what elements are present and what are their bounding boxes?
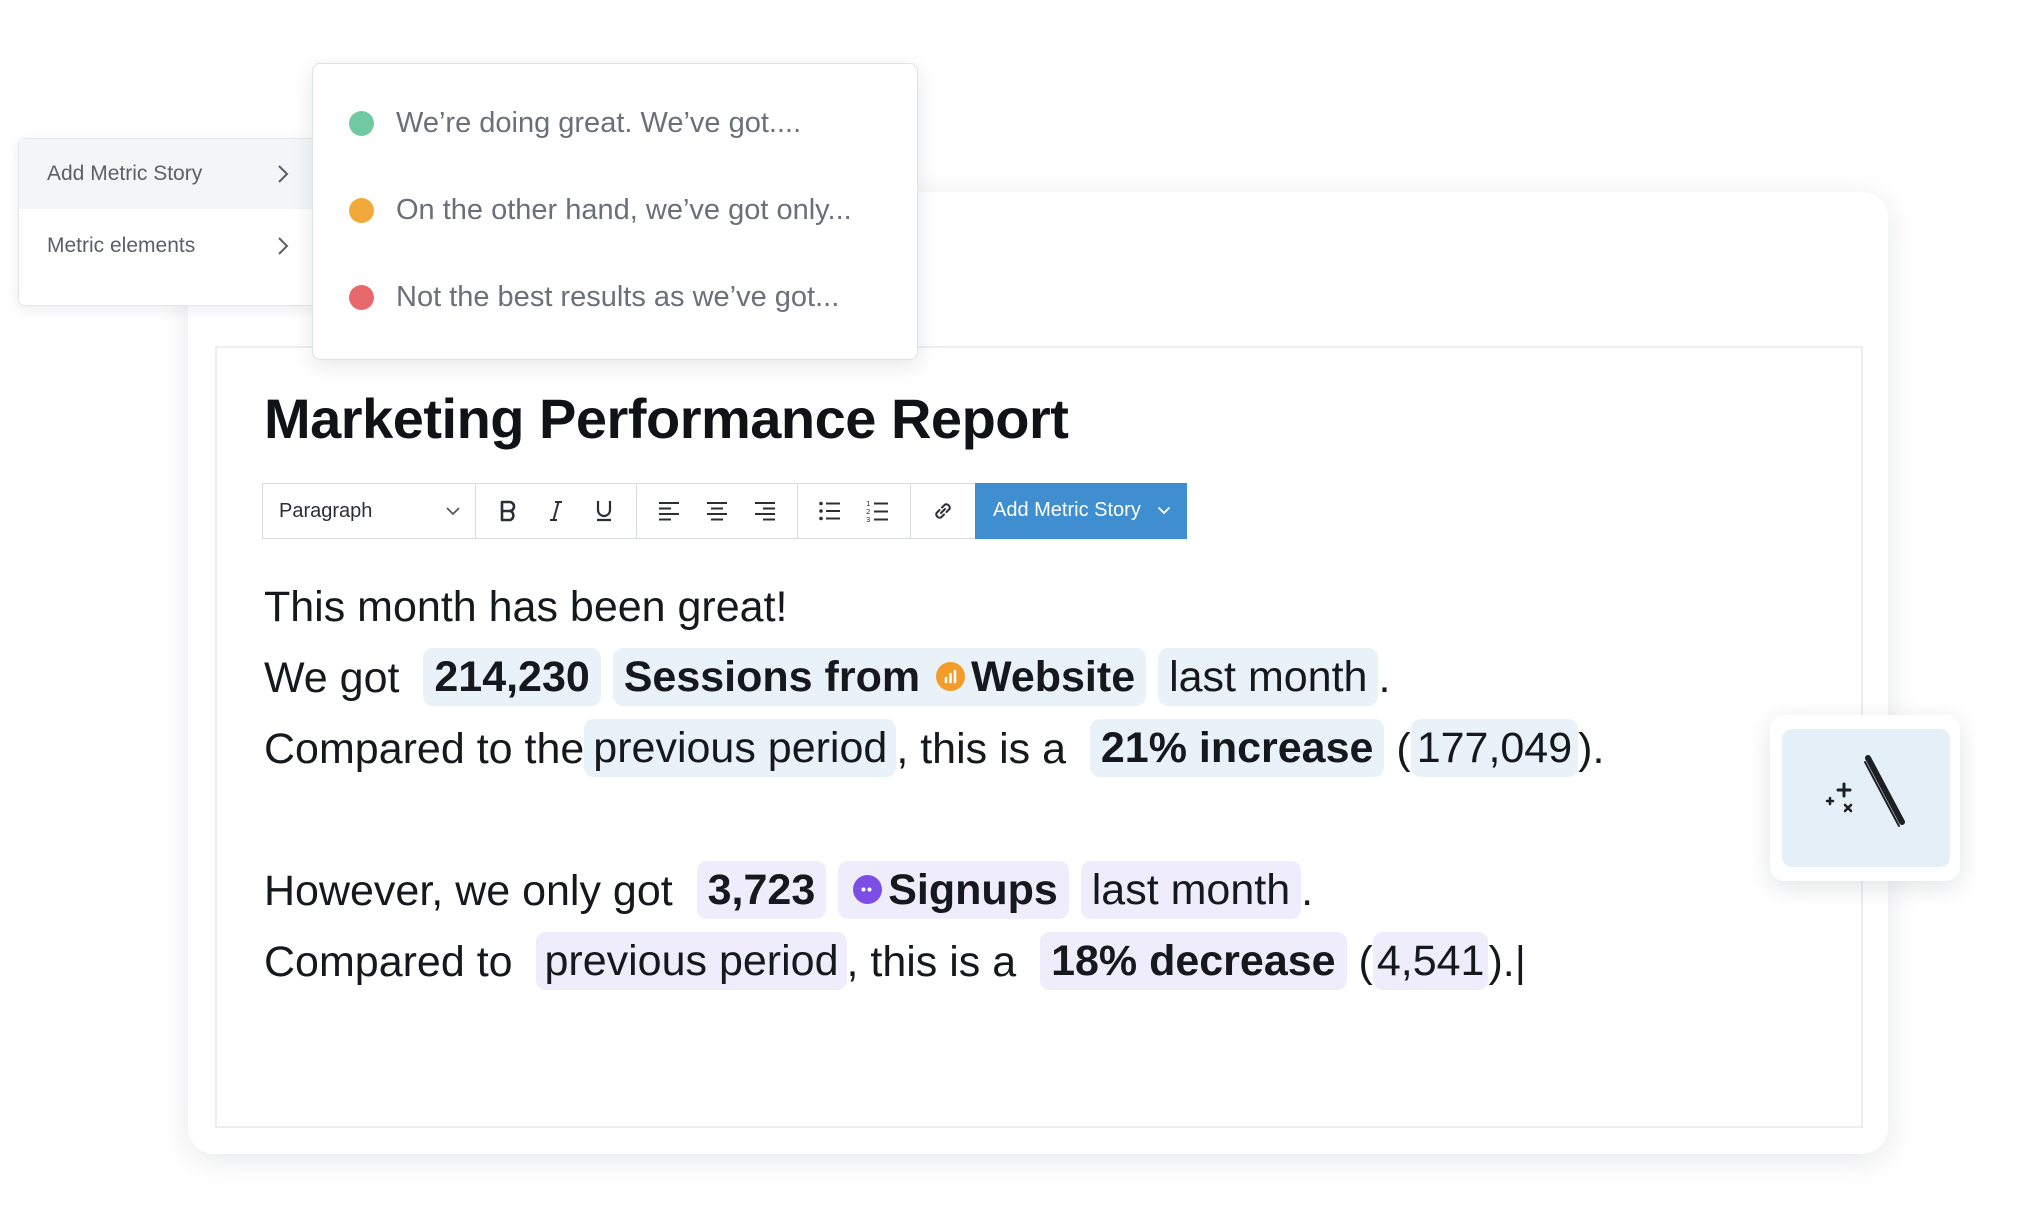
comparison-period-chip[interactable]: previous period (536, 931, 847, 990)
paragraph-text: ( (1396, 725, 1411, 773)
text-line: Compared to the previous period, this is … (264, 714, 1764, 785)
add-metric-story-button[interactable]: Add Metric Story (975, 482, 1187, 539)
paragraph-text: This month has been great! (264, 583, 788, 631)
menu-item-label: Metric elements (47, 234, 196, 257)
story-option-label: On the other hand, we’ve got only... (396, 194, 852, 226)
italic-button[interactable] (532, 485, 580, 537)
numbered-list-icon: 123 (866, 500, 888, 523)
bullet-list-icon (819, 501, 840, 521)
signups-source-icon (853, 874, 883, 904)
paragraph-text: However, we only got (264, 867, 673, 915)
paragraph-text: , this is a (846, 938, 1017, 986)
story-options-dropdown: We’re doing great. We’ve got.... On the … (312, 63, 918, 360)
paragraph-text: ). (1488, 938, 1515, 986)
underline-icon (596, 501, 612, 522)
context-menu: Add Metric Story Metric elements (18, 138, 320, 306)
underline-button[interactable] (580, 485, 628, 537)
metric-value-chip[interactable]: 214,230 (423, 647, 601, 706)
align-left-button[interactable] (645, 485, 693, 537)
paragraph-text: Compared to the (264, 725, 585, 773)
alignment-group (637, 484, 798, 538)
bold-button[interactable] (484, 485, 532, 537)
story-option-neutral[interactable]: On the other hand, we’ve got only... (349, 194, 852, 227)
story-option-negative[interactable]: Not the best results as we’ve got... (349, 281, 839, 314)
status-dot-red-icon (349, 285, 374, 310)
add-metric-story-label: Add Metric Story (993, 499, 1141, 521)
comparison-period-chip[interactable]: previous period (584, 718, 897, 777)
paragraph-text: . (1378, 654, 1391, 702)
menu-item-metric-elements[interactable]: Metric elements (19, 211, 319, 281)
italic-icon (550, 501, 562, 521)
align-right-button[interactable] (741, 485, 789, 537)
align-left-icon (659, 502, 679, 521)
text-format-group (476, 484, 637, 538)
paragraph-text: ( (1358, 938, 1373, 986)
chevron-right-icon (278, 237, 289, 255)
text-line: We got 214,230 Sessions from Website las… (264, 643, 1764, 714)
paragraph-text: Compared to (264, 938, 513, 986)
period-chip[interactable]: last month (1080, 860, 1302, 919)
website-source-icon (936, 661, 966, 691)
story-option-label: Not the best results as we’ve got... (396, 281, 840, 313)
paragraph-style-select[interactable]: Paragraph (263, 484, 476, 538)
align-center-icon (707, 502, 727, 521)
previous-value-chip[interactable]: 4,541 (1372, 931, 1489, 990)
metric-name-label: Signups (888, 865, 1058, 914)
paragraph-text: . (1301, 867, 1314, 915)
magic-wand-button[interactable] (1782, 729, 1950, 867)
paragraph-text: ). (1578, 725, 1605, 773)
metric-value-chip[interactable]: 3,723 (696, 860, 827, 919)
metric-name-chip[interactable]: Signups (838, 860, 1069, 919)
chevron-right-icon (278, 165, 289, 183)
metric-name-label: Sessions from (623, 652, 921, 701)
magic-wand-panel (1770, 715, 1960, 881)
status-dot-green-icon (349, 111, 374, 136)
text-cursor: | (1514, 938, 1526, 986)
text-line: Compared to previous period, this is a 1… (264, 927, 1764, 998)
page-title[interactable]: Marketing Performance Report (264, 387, 1069, 450)
align-center-button[interactable] (693, 485, 741, 537)
metric-name-chip[interactable]: Sessions from Website (612, 647, 1147, 706)
source-label: Website (971, 652, 1136, 701)
text-line: However, we only got 3,723 Signups last … (264, 856, 1764, 927)
paragraph-style-label: Paragraph (279, 499, 373, 522)
paragraph-text: , this is a (896, 725, 1066, 773)
paragraph-text: We got (264, 654, 400, 702)
align-right-icon (755, 502, 775, 521)
previous-value-chip[interactable]: 177,049 (1410, 718, 1579, 777)
insert-link-button[interactable] (919, 485, 967, 537)
change-chip[interactable]: 18% decrease (1040, 931, 1347, 990)
chevron-down-icon (446, 507, 460, 516)
story-option-label: We’re doing great. We’ve got.... (396, 107, 802, 139)
menu-item-label: Add Metric Story (47, 162, 203, 185)
chevron-down-icon (1157, 506, 1170, 515)
svg-text:2: 2 (866, 508, 870, 516)
empty-line (264, 785, 1764, 856)
bold-icon (500, 500, 516, 522)
report-body[interactable]: This month has been great! We got 214,23… (264, 572, 1764, 998)
svg-text:1: 1 (866, 500, 870, 508)
link-icon (935, 503, 951, 519)
period-chip[interactable]: last month (1158, 647, 1379, 706)
text-line: This month has been great! (264, 572, 1764, 643)
story-option-positive[interactable]: We’re doing great. We’ve got.... (349, 107, 801, 140)
magic-wand-icon (1825, 755, 1905, 827)
link-group (911, 484, 975, 538)
bullet-list-button[interactable] (806, 485, 854, 537)
menu-item-add-metric-story[interactable]: Add Metric Story (19, 139, 319, 209)
status-dot-orange-icon (349, 198, 374, 223)
editor-area[interactable] (215, 346, 1863, 1128)
svg-text:3: 3 (866, 516, 870, 523)
change-chip[interactable]: 21% increase (1089, 718, 1385, 777)
